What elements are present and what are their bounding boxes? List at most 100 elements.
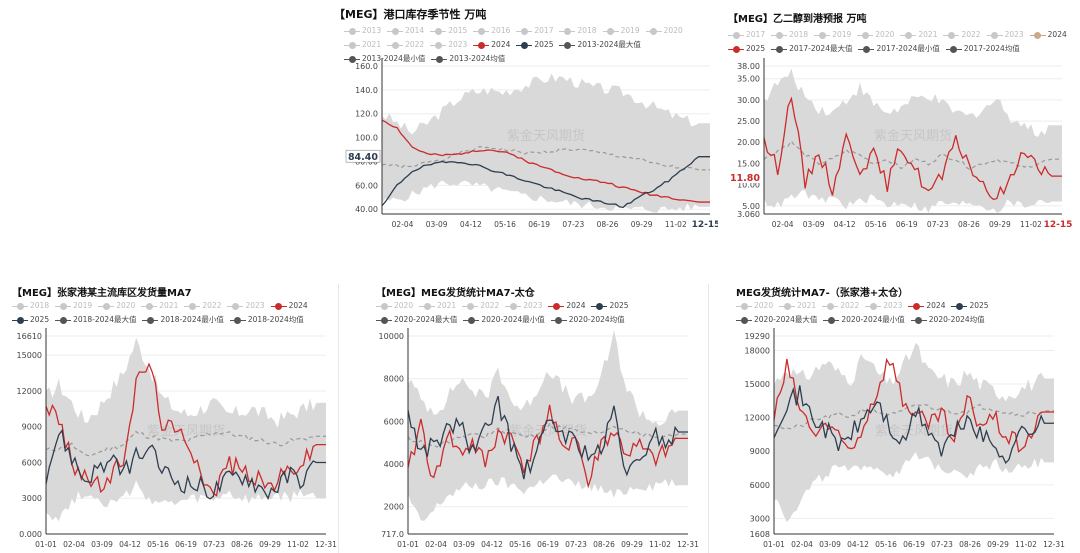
legend-item[interactable]: 2024: [908, 299, 945, 313]
legend-label: 2023: [523, 301, 543, 310]
panel-divider: [708, 284, 709, 553]
legend-item[interactable]: 2015: [430, 24, 467, 38]
legend-item[interactable]: 2014: [387, 24, 424, 38]
legend-label: 2025: [30, 315, 50, 324]
legend-swatch: [505, 302, 522, 310]
legend-item[interactable]: 2020: [376, 299, 413, 313]
legend-item[interactable]: 2013-2024均值: [431, 52, 505, 66]
legend-label: 2023: [1004, 30, 1024, 39]
legend-item[interactable]: 2021: [779, 299, 816, 313]
legend-item[interactable]: 2020-2024均值: [550, 313, 625, 327]
legend-label: 2021: [159, 301, 179, 310]
legend-item[interactable]: 2025: [12, 313, 49, 327]
legend-item[interactable]: 2023: [227, 299, 265, 313]
legend-item[interactable]: 2018: [12, 299, 49, 313]
legend-item[interactable]: 2024: [473, 38, 510, 52]
x-tick-label: 09-29: [621, 540, 643, 549]
x-tick-label: 05-16: [509, 540, 531, 549]
legend-item[interactable]: 2017: [516, 24, 553, 38]
legend-item[interactable]: 2019: [55, 299, 92, 313]
legend-item[interactable]: 2018-2024最大值: [55, 313, 136, 327]
legend-item[interactable]: 2018-2024均值: [229, 313, 304, 327]
y-tick-label: 15.00: [737, 159, 760, 168]
legend-item[interactable]: 2021: [344, 38, 381, 52]
legend-item[interactable]: 2013: [344, 24, 381, 38]
legend-item[interactable]: 2019: [814, 28, 851, 42]
average-line: [773, 403, 1054, 430]
legend-item[interactable]: 2022: [184, 299, 221, 313]
legend-item[interactable]: 2020: [857, 28, 894, 42]
legend-item[interactable]: 2016: [473, 24, 510, 38]
legend-item[interactable]: 2018: [559, 24, 597, 38]
x-tick-label: 03-09: [91, 540, 113, 549]
legend-item[interactable]: 2020-2024最小值: [463, 313, 545, 327]
legend-swatch: [516, 27, 533, 35]
legend-item[interactable]: 2017: [728, 28, 765, 42]
y-tick-label: 717.0: [381, 530, 404, 539]
legend-label: 2020-2024最大值: [394, 315, 458, 324]
legend-item[interactable]: 2023: [986, 28, 1024, 42]
legend-label: 2024: [491, 40, 511, 49]
legend-item[interactable]: 2022: [462, 299, 499, 313]
legend-item[interactable]: 2024: [270, 299, 308, 313]
legend-label: 2020: [663, 26, 683, 35]
legend-item[interactable]: 2025: [728, 42, 765, 56]
legend-item[interactable]: 2020-2024最大值: [736, 313, 817, 327]
legend-label: 2022: [961, 30, 981, 39]
legend-swatch: [728, 31, 744, 39]
legend-item[interactable]: 2025: [951, 299, 989, 313]
legend-item[interactable]: 2020: [736, 299, 773, 313]
x-tick-label: 06-19: [537, 540, 559, 549]
legend-item[interactable]: 2017-2024最小值: [858, 42, 940, 56]
legend-item[interactable]: 2020: [98, 299, 135, 313]
legend-swatch: [900, 31, 917, 39]
legend-item[interactable]: 2020-2024最小值: [823, 313, 905, 327]
legend-item[interactable]: 2019: [602, 24, 640, 38]
legend-item[interactable]: 2020: [645, 24, 683, 38]
series-2024-line: [45, 362, 326, 497]
legend-item[interactable]: 2021: [419, 299, 456, 313]
chart-zjg-shipment: 0.000 3000 6000 9000 12000 15000 16610 紫金天风期货 01…: [17, 328, 337, 549]
legend-swatch: [431, 55, 448, 63]
legend-item[interactable]: 2022: [387, 38, 424, 52]
legend-item[interactable]: 2022: [943, 28, 981, 42]
legend-label: 2018-2024最小值: [160, 315, 224, 324]
legend-swatch: [142, 316, 159, 324]
legend-item[interactable]: 2021: [141, 299, 178, 313]
y-tick-label: 60.00: [355, 181, 378, 190]
legend-item[interactable]: 2021: [900, 28, 937, 42]
legend-item[interactable]: 2022: [822, 299, 859, 313]
legend-item[interactable]: 2024: [1029, 28, 1067, 42]
legend-swatch: [462, 302, 479, 310]
y-tick-label: 15000: [17, 351, 42, 360]
y-tick-label: 3.060: [737, 210, 760, 219]
legend-item[interactable]: 2018: [771, 28, 808, 42]
legend-swatch: [548, 302, 565, 310]
legend-item[interactable]: 2018-2024最小值: [142, 313, 224, 327]
legend-item[interactable]: 2025: [591, 299, 629, 313]
legend-item[interactable]: 2023: [505, 299, 542, 313]
legend-item[interactable]: 2013-2024最大值: [559, 38, 641, 52]
chart-taicang-shipment-panel: 717.0 2000 4000 6000 8000 10000 紫金天风期货 01-01 02-…: [372, 284, 708, 553]
legend-item[interactable]: 2017-2024最大值: [771, 42, 852, 56]
chart-arrival-forecast-panel: 3.060 5.00 10.00 15.00 20.00 25.00 30.00 35.00 3…: [726, 0, 1078, 238]
legend-label: 2020: [116, 301, 136, 310]
legend-label: 2013-2024最大值: [577, 40, 641, 49]
legend-item[interactable]: 2024: [548, 299, 585, 313]
legend-item[interactable]: 2025: [516, 38, 553, 52]
series-2025-line: [763, 96, 1062, 201]
legend-item[interactable]: 2017-2024均值: [945, 42, 1020, 56]
legend-item[interactable]: 2023: [865, 299, 902, 313]
legend-item[interactable]: 2013-2024最小值: [344, 52, 425, 66]
highlight-y-box: [345, 149, 381, 163]
y-tick-label: 6000: [750, 481, 770, 490]
legend-label: 2018-2024最大值: [73, 315, 137, 324]
y-tick-label: 10.00: [737, 181, 760, 190]
chart-port-inventory-panel: 40.0060.0080.00100.0120.0140.0160.0紫金天风期…: [330, 0, 718, 238]
legend-swatch: [98, 302, 115, 310]
legend-item[interactable]: 2023: [430, 38, 467, 52]
y-tick-label: 6000: [384, 417, 404, 426]
legend-item[interactable]: 2020-2024均值: [910, 313, 985, 327]
legend-item[interactable]: 2020-2024最大值: [376, 313, 457, 327]
